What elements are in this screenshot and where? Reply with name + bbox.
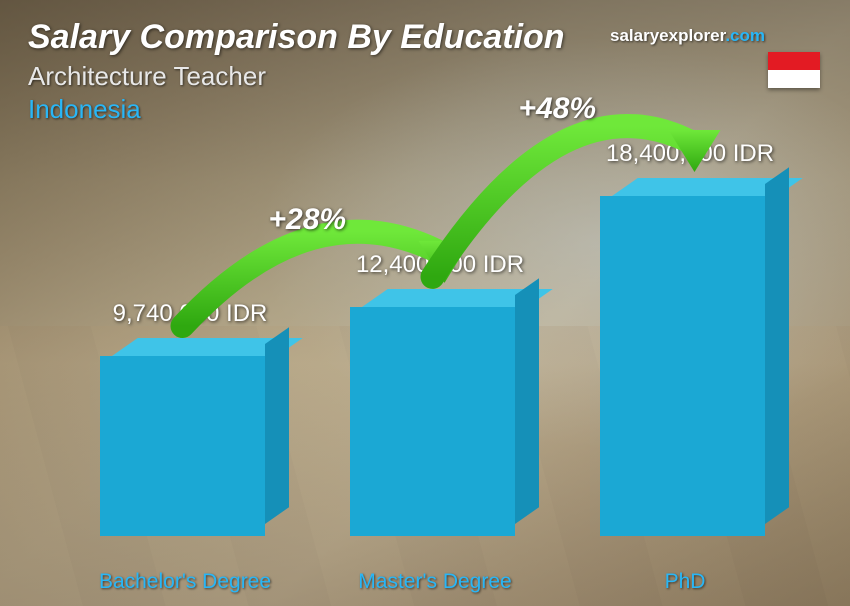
flag-bottom-stripe <box>768 70 820 88</box>
bar-category-label: PhD <box>585 569 785 594</box>
increase-percent-label: +48% <box>519 92 597 126</box>
bar-chart: 9,740,000 IDRBachelor's Degree12,400,000… <box>60 136 780 536</box>
bar-category-label: Bachelor's Degree <box>85 569 285 594</box>
increase-arrow-icon <box>60 136 780 536</box>
brand-name: salaryexplorer <box>610 26 725 45</box>
flag-icon <box>768 52 820 88</box>
chart-subtitle: Architecture Teacher <box>28 61 822 92</box>
brand-suffix: .com <box>725 26 765 45</box>
bar-category-label: Master's Degree <box>335 569 535 594</box>
chart-country: Indonesia <box>28 94 822 125</box>
flag-top-stripe <box>768 52 820 70</box>
brand-label: salaryexplorer.com <box>610 26 765 46</box>
